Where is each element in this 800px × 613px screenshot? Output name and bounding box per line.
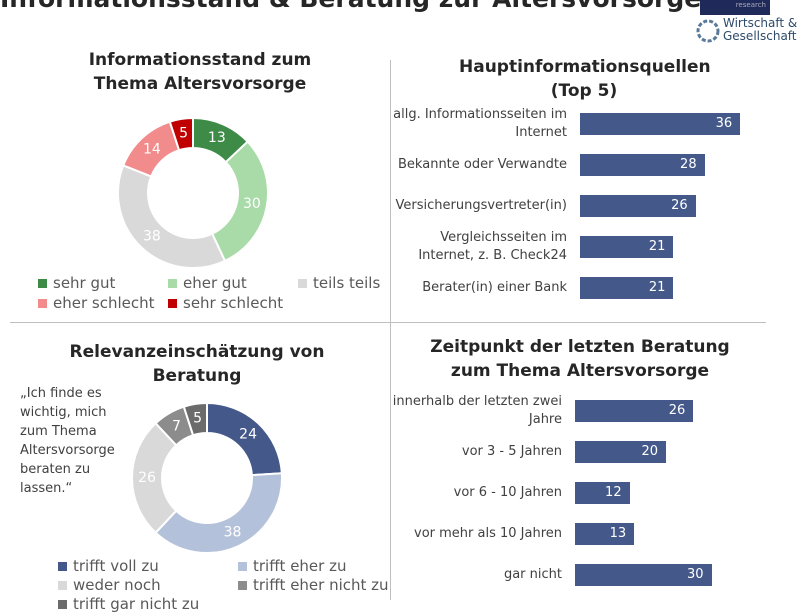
category-label: Vergleichsseiten im Internet, z. B. Chec… xyxy=(418,230,567,263)
bar: 30 xyxy=(575,564,712,586)
divider xyxy=(10,322,766,323)
data-label: 38 xyxy=(143,229,161,245)
data-label: 13 xyxy=(208,130,226,146)
data-label: 36 xyxy=(715,116,733,131)
legend-swatch xyxy=(298,279,307,288)
data-label: 26 xyxy=(668,403,686,418)
data-label: 7 xyxy=(172,418,181,434)
data-label: 26 xyxy=(671,198,688,213)
chart-title: Hauptinformationsquellen (Top 5) xyxy=(459,57,711,101)
chart-title: Relevanzeinschätzung von Beratung xyxy=(69,342,325,386)
legend-entry: eher schlecht xyxy=(38,294,155,312)
legend-entry: weder noch xyxy=(58,576,161,594)
data-label: 20 xyxy=(641,444,658,459)
annotation: „Ich finde es wichtig, mich zum Thema Al… xyxy=(20,386,115,496)
data-label: 5 xyxy=(193,411,202,427)
legend-entry: trifft voll zu xyxy=(58,557,159,575)
data-label: 12 xyxy=(605,485,622,500)
legend-entry: eher gut xyxy=(168,274,247,292)
bar: 26 xyxy=(580,195,696,217)
legend-swatch xyxy=(38,299,47,308)
legend-label: eher schlecht xyxy=(53,294,155,312)
donut-segment xyxy=(154,472,283,554)
category-label: vor 3 - 5 Jahren xyxy=(461,444,562,459)
data-label: 21 xyxy=(648,239,666,254)
category-label: allg. Informationsseiten im Internet xyxy=(393,107,567,140)
bar: 20 xyxy=(575,441,666,463)
legend-label: teils teils xyxy=(313,274,381,292)
category-label: gar nicht xyxy=(503,567,562,582)
legend-label: weder noch xyxy=(73,576,161,594)
legend-entry: teils teils xyxy=(298,274,380,292)
legend-label: sehr schlecht xyxy=(183,294,284,312)
donut: 13 30 38 14 5 xyxy=(117,116,269,269)
bar: 21 xyxy=(580,277,674,299)
legend-entry: sehr gut xyxy=(38,274,115,292)
logo-tagline: research xyxy=(735,1,766,9)
legend-label: trifft eher zu xyxy=(253,557,347,575)
data-label: 13 xyxy=(609,526,627,541)
data-label: 30 xyxy=(686,567,704,582)
divider xyxy=(390,60,391,600)
category-label: vor mehr als 10 Jahren xyxy=(414,526,562,541)
legend-swatch xyxy=(38,279,47,288)
legend-entry: trifft eher nicht zu xyxy=(238,576,389,594)
legend-swatch xyxy=(238,562,247,571)
bar: 36 xyxy=(580,113,741,135)
logo-box: research xyxy=(700,0,770,15)
bar: 21 xyxy=(580,236,674,258)
legend-swatch xyxy=(238,581,247,590)
bar: 13 xyxy=(575,523,635,545)
legend-label: trifft voll zu xyxy=(73,557,159,575)
donut: 24 38 26 7 5 xyxy=(131,401,283,554)
legend-swatch xyxy=(58,562,67,571)
bar: 28 xyxy=(580,154,705,176)
data-label: 38 xyxy=(224,524,242,540)
donut-segment xyxy=(182,401,208,437)
category-label: vor 6 - 10 Jahren xyxy=(453,485,562,500)
legend-entry: trifft gar nicht zu xyxy=(58,595,199,613)
data-label: 30 xyxy=(243,196,261,212)
bar: 26 xyxy=(575,400,694,422)
data-label: 5 xyxy=(179,126,188,142)
legend-swatch xyxy=(168,299,177,308)
data-label: 21 xyxy=(648,280,666,295)
chart-title: Zeitpunkt der letzten Beratung zum Thema… xyxy=(430,337,730,381)
bar: 12 xyxy=(575,482,630,504)
data-label: 28 xyxy=(680,157,697,172)
legend-label: eher gut xyxy=(183,274,247,292)
legend-swatch xyxy=(58,600,67,609)
data-label: 14 xyxy=(143,141,161,157)
legend-swatch xyxy=(168,279,177,288)
logo-name: Wirtschaft & Gesellschaft xyxy=(723,16,798,43)
logo-icon xyxy=(696,19,720,43)
legend-label: trifft gar nicht zu xyxy=(73,595,200,613)
legend-entry: sehr schlecht xyxy=(168,294,283,312)
donut-segment xyxy=(117,164,227,269)
category-label: Berater(in) einer Bank xyxy=(422,280,567,295)
chart-title: Informationsstand zum Thema Altersvorsor… xyxy=(88,50,312,94)
data-label: 26 xyxy=(138,470,156,486)
category-label: Versicherungsvertreter(in) xyxy=(395,198,567,213)
page-title: Informationsstand & Beratung zur Altersv… xyxy=(0,0,701,13)
donut-segment xyxy=(168,116,194,152)
legend-swatch xyxy=(58,581,67,590)
category-label: Bekannte oder Verwandte xyxy=(398,157,567,172)
legend-label: sehr gut xyxy=(53,274,116,292)
data-label: 24 xyxy=(239,426,257,442)
category-label: innerhalb der letzten zwei Jahre xyxy=(392,394,562,427)
legend-entry: trifft eher zu xyxy=(238,557,346,575)
legend-label: trifft eher nicht zu xyxy=(253,576,389,594)
